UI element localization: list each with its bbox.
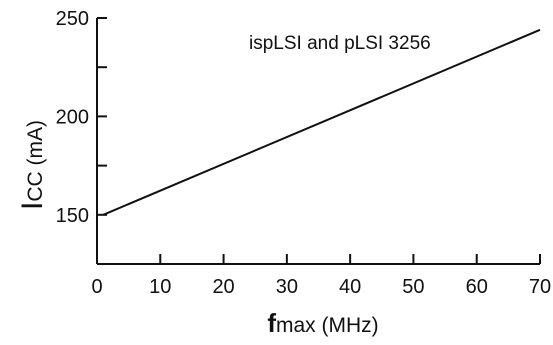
series-annotation: ispLSI and pLSI 3256 [249, 33, 431, 54]
x-axis-label: fmax (MHz) [267, 308, 378, 338]
x-tick-label: 40 [339, 276, 361, 298]
series-group [102, 28, 541, 216]
y-axis-label-sub: CC [24, 171, 47, 201]
x-tick-label: 10 [149, 276, 171, 298]
y-axis-label: ICC (mA) [16, 120, 49, 210]
x-tick-label: 0 [91, 276, 102, 298]
x-tick-label: 20 [212, 276, 234, 298]
y-tick-label: 200 [56, 106, 89, 128]
y-ticks: 150 200 250 [56, 8, 107, 227]
y-axis-label-main: I [16, 202, 49, 210]
y-axis-label-unit: (mA) [24, 120, 47, 171]
x-ticks: 0 10 20 30 40 50 60 70 [91, 254, 551, 298]
x-axis-label-sub: max [276, 314, 316, 337]
y-tick-label: 150 [56, 205, 89, 227]
axes [96, 18, 540, 265]
x-tick-label: 50 [402, 276, 424, 298]
y-tick-label: 250 [56, 8, 89, 30]
x-axis-label-unit: (MHz) [316, 314, 379, 337]
x-tick-label: 60 [466, 276, 488, 298]
x-tick-label: 30 [276, 276, 298, 298]
series-line [102, 28, 541, 216]
x-axis-label-main: f [267, 308, 276, 338]
x-tick-label: 70 [529, 276, 551, 298]
